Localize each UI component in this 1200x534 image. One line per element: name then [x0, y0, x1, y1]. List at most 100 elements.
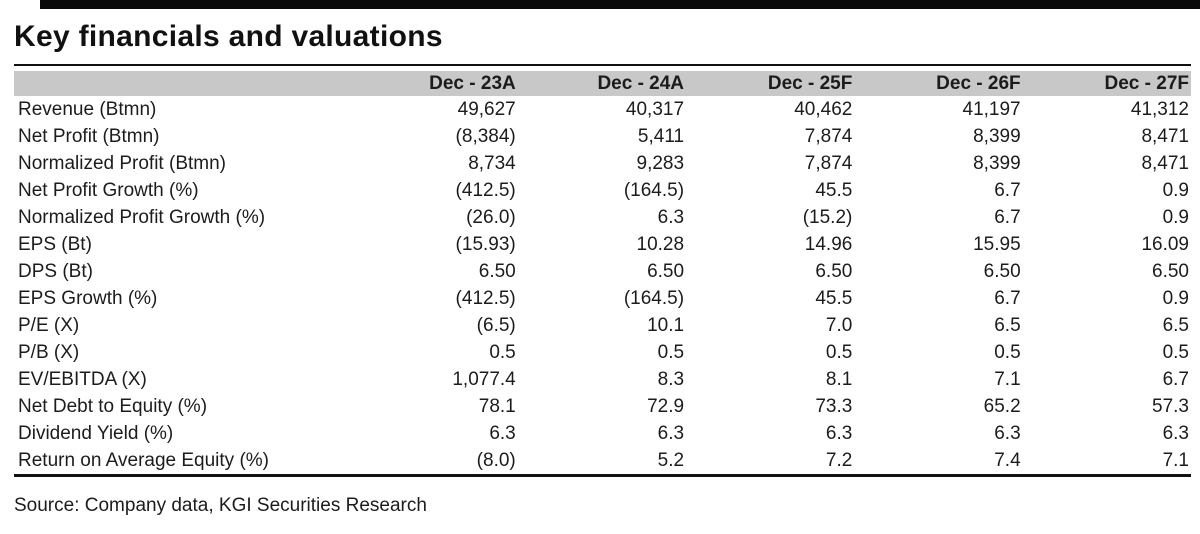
cell-value: 0.5	[1162, 341, 1189, 363]
cell-value: 8,399	[973, 152, 1021, 174]
cell-value: 6.7	[994, 287, 1021, 309]
cell-value: (8,384)	[455, 125, 516, 147]
cell-value: (15.2)	[802, 206, 853, 228]
table-row: EV/EBITDA (X) 1,077.4 8.3 8.1 7.1 6.7	[14, 366, 1191, 393]
cell-value: 6.3	[1162, 422, 1189, 444]
cell-value: 6.5	[994, 314, 1021, 336]
cell-value: 0.5	[994, 341, 1021, 363]
cell-value: (8.0)	[476, 449, 516, 471]
cell-value: 0.5	[657, 341, 685, 363]
row-label: Dividend Yield (%)	[18, 422, 174, 444]
cell-value: 7.4	[994, 449, 1021, 471]
cell-value: 0.9	[1162, 206, 1189, 228]
cell-value: 8.3	[657, 368, 685, 390]
cell-value: 40,462	[794, 98, 853, 120]
row-label: Return on Average Equity (%)	[18, 449, 270, 471]
cell-value: 7.1	[994, 368, 1021, 390]
cell-value: 7,874	[804, 125, 853, 147]
table-row: P/E (X) (6.5) 10.1 7.0 6.5 6.5	[14, 312, 1191, 339]
table-row: Normalized Profit Growth (%) (26.0) 6.3 (15…	[14, 204, 1191, 231]
column-header: Dec - 24A	[517, 70, 687, 96]
cell-value: 41,312	[1130, 98, 1189, 120]
column-header: Dec - 25F	[686, 70, 855, 96]
cell-value: 7.2	[825, 449, 853, 471]
title-divider	[14, 63, 1191, 66]
row-label: EPS (Bt)	[18, 233, 92, 255]
row-label: DPS (Bt)	[18, 260, 93, 282]
table-row: Net Profit Growth (%) (412.5) (164.5) 45.5 6…	[14, 177, 1191, 204]
cell-value: 65.2	[983, 395, 1021, 417]
cell-value: 6.3	[994, 422, 1021, 444]
cell-value: 5.2	[657, 449, 685, 471]
cell-value: (26.0)	[466, 206, 516, 228]
cell-value: 0.9	[1162, 287, 1189, 309]
cell-value: 72.9	[647, 395, 685, 417]
row-label: EV/EBITDA (X)	[18, 368, 147, 390]
cell-value: 6.3	[657, 422, 685, 444]
row-label: Normalized Profit Growth (%)	[18, 206, 266, 228]
cell-value: 6.7	[1162, 368, 1189, 390]
row-label: Net Debt to Equity (%)	[18, 395, 208, 417]
cell-value: 45.5	[815, 179, 853, 201]
table-row: Net Debt to Equity (%) 78.1 72.9 73.3 65.2 57…	[14, 393, 1191, 420]
cell-value: 7,874	[804, 152, 853, 174]
cell-value: 6.5	[1162, 314, 1189, 336]
row-label-header	[14, 70, 350, 96]
cell-value: 6.50	[983, 260, 1021, 282]
cell-value: 16.09	[1141, 233, 1189, 255]
table-row: Normalized Profit (Btmn) 8,734 9,283 7,874 8…	[14, 150, 1191, 177]
cell-value: 57.3	[1152, 395, 1189, 417]
cell-value: 0.5	[489, 341, 516, 363]
cell-value: (15.93)	[455, 233, 516, 255]
cell-value: 78.1	[478, 395, 516, 417]
table-row: Revenue (Btmn) 49,627 40,317 40,462 41,197 41…	[14, 96, 1191, 123]
table-row: EPS (Bt) (15.93) 10.28 14.96 15.95 16.09	[14, 231, 1191, 258]
cell-value: 8,734	[468, 152, 516, 174]
table-row: DPS (Bt) 6.50 6.50 6.50 6.50 6.50	[14, 258, 1191, 285]
cell-value: 6.7	[994, 206, 1021, 228]
column-header: Dec - 27F	[1022, 70, 1191, 96]
column-header: Dec - 26F	[854, 70, 1023, 96]
cell-value: 49,627	[457, 98, 516, 120]
cell-value: 8,471	[1141, 152, 1189, 174]
table-header-row: Dec - 23A Dec - 24A Dec - 25F Dec - 26F Dec …	[14, 70, 1191, 96]
source-note: Source: Company data, KGI Securities Res…	[14, 494, 427, 516]
cell-value: 1,077.4	[452, 368, 516, 390]
row-label: P/B (X)	[18, 341, 80, 363]
cell-value: 9,283	[636, 152, 685, 174]
cell-value: 6.50	[478, 260, 516, 282]
top-black-bar	[40, 0, 1200, 9]
row-label: Net Profit (Btmn)	[18, 125, 160, 147]
cell-value: 8.1	[825, 368, 853, 390]
row-label: EPS Growth (%)	[18, 287, 158, 309]
cell-value: (6.5)	[476, 314, 516, 336]
financials-table: Dec - 23A Dec - 24A Dec - 25F Dec - 26F Dec …	[14, 70, 1191, 477]
cell-value: (412.5)	[455, 287, 516, 309]
table-row: P/B (X) 0.5 0.5 0.5 0.5 0.5	[14, 339, 1191, 366]
cell-value: 8,471	[1141, 125, 1189, 147]
cell-value: 7.0	[825, 314, 853, 336]
cell-value: 0.5	[825, 341, 853, 363]
cell-value: 10.1	[647, 314, 685, 336]
cell-value: 6.50	[647, 260, 685, 282]
cell-value: 6.3	[825, 422, 853, 444]
report-excerpt: Key financials and valuations Dec - 23A D…	[14, 9, 1191, 517]
cell-value: 40,317	[625, 98, 685, 120]
cell-value: 15.95	[973, 233, 1021, 255]
row-label: Normalized Profit (Btmn)	[18, 152, 226, 174]
cell-value: (164.5)	[623, 287, 685, 309]
cell-value: 45.5	[815, 287, 853, 309]
cell-value: 0.9	[1162, 179, 1189, 201]
cell-value: 8,399	[973, 125, 1021, 147]
cell-value: 6.50	[815, 260, 853, 282]
cell-value: 14.96	[804, 233, 853, 255]
page-title: Key financials and valuations	[14, 20, 443, 53]
table-row: Net Profit (Btmn) (8,384) 5,411 7,874 8,399 8…	[14, 123, 1191, 150]
row-label: P/E (X)	[18, 314, 80, 336]
cell-value: 6.7	[994, 179, 1021, 201]
table-row: Return on Average Equity (%) (8.0) 5.2 7.2 7…	[14, 447, 1191, 476]
cell-value: 6.3	[657, 206, 685, 228]
table-row: EPS Growth (%) (412.5) (164.5) 45.5 6.7 0.9	[14, 285, 1191, 312]
cell-value: 7.1	[1162, 449, 1189, 471]
column-header: Dec - 23A	[349, 70, 518, 96]
